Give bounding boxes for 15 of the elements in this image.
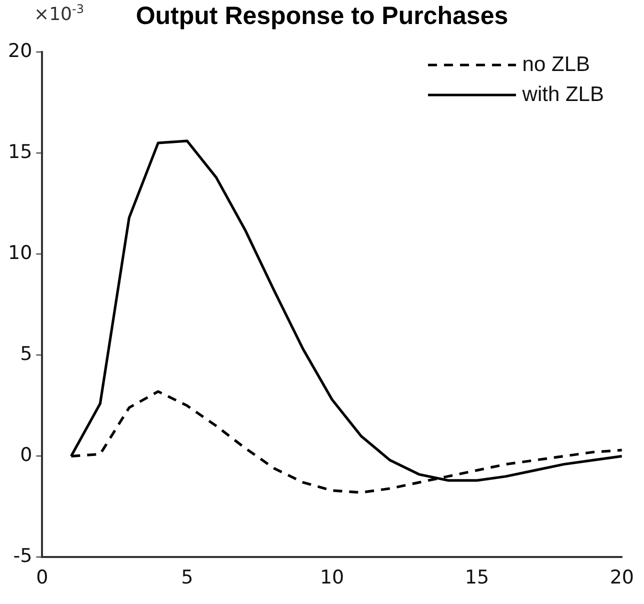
chart-title: Output Response to Purchases (136, 2, 508, 30)
legend-label: no ZLB (522, 53, 590, 77)
x-tick-label: 20 (610, 566, 634, 589)
text: ×10$^{-3}$ (34, 2, 84, 25)
y-tick-label: -5 (13, 545, 32, 568)
x-tick-label: 0 (36, 566, 48, 589)
x-tick-label: 10 (320, 566, 344, 589)
y-tick-label: 15 (8, 140, 32, 163)
legend-label: with ZLB (522, 83, 604, 107)
y-tick-label: 0 (20, 444, 32, 466)
x-tick-label: 5 (181, 566, 194, 589)
x-tick-label: 15 (464, 566, 490, 589)
y-tick-label: 10 (8, 242, 32, 264)
y-tick-label: 20 (8, 40, 32, 62)
y-tick-label: 5 (20, 343, 32, 366)
